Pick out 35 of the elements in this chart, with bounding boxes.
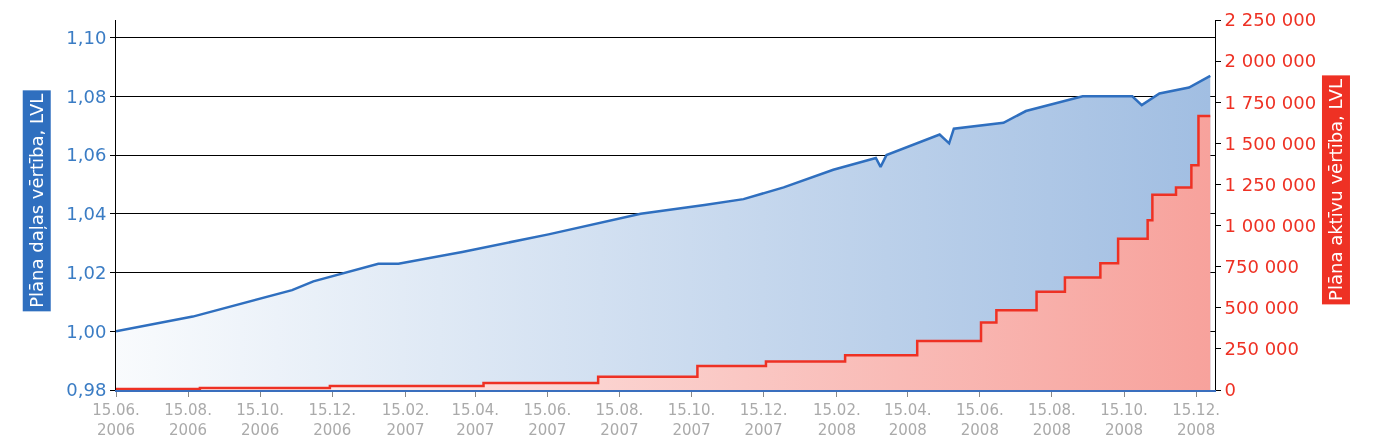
y-tick-label: 1,04 [66,203,107,225]
x-tick-label: 15.06. 2006 [92,401,140,439]
y-tick-label: 1,08 [66,85,107,107]
x-tick-label: 15.02. 2007 [381,401,430,439]
x-tick-label: 15.10. 2008 [1100,401,1148,439]
y2-tick-label: 0 [1224,379,1237,401]
y2-tick-label: 2 250 000 [1224,9,1317,31]
x-tick-label: 15.04. 2007 [451,401,500,439]
y2-tick-label: 500 000 [1224,297,1300,319]
x-tick-label: 15.02. 2008 [812,401,861,439]
x-tick-label: 15.08. 2006 [164,401,212,439]
y2-tick-label: 750 000 [1224,255,1300,277]
x-tick-label: 15.06. 2008 [955,401,1004,439]
y2-tick-label: 1 500 000 [1224,132,1317,154]
x-tick-label: 15.08. 2007 [595,401,644,439]
y-tick-label: 1,00 [66,320,107,342]
y2-tick-label: 1 250 000 [1224,173,1317,195]
y2-tick-label: 2 000 000 [1224,50,1317,72]
y-axis-title: Plāna daļas vērtība, LVL [26,93,48,308]
y2-tick-label: 1 750 000 [1224,91,1317,113]
x-tick-label: 15.12. 2006 [308,401,357,439]
x-tick-label: 15.10. 2006 [236,401,285,439]
x-tick-label: 15.12. 2007 [739,401,788,439]
y2-tick-label: 1 000 000 [1224,214,1317,236]
y-tick-label: 0,98 [66,379,107,401]
y2-axis-title: Plāna aktīvu vērtība, LVL [1325,79,1347,301]
x-tick-label: 15.08. 2008 [1028,401,1076,439]
x-tick-label: 15.10. 2007 [667,401,716,439]
x-tick-label: 15.06. 2007 [523,401,572,439]
x-tick-label: 15.04. 2008 [883,401,932,439]
y-tick-label: 1,02 [66,261,107,283]
y-tick-label: 1,10 [66,26,107,48]
x-tick-label: 15.12. 2008 [1172,401,1220,439]
y2-tick-label: 250 000 [1224,338,1300,360]
y-tick-label: 1,06 [66,144,107,166]
